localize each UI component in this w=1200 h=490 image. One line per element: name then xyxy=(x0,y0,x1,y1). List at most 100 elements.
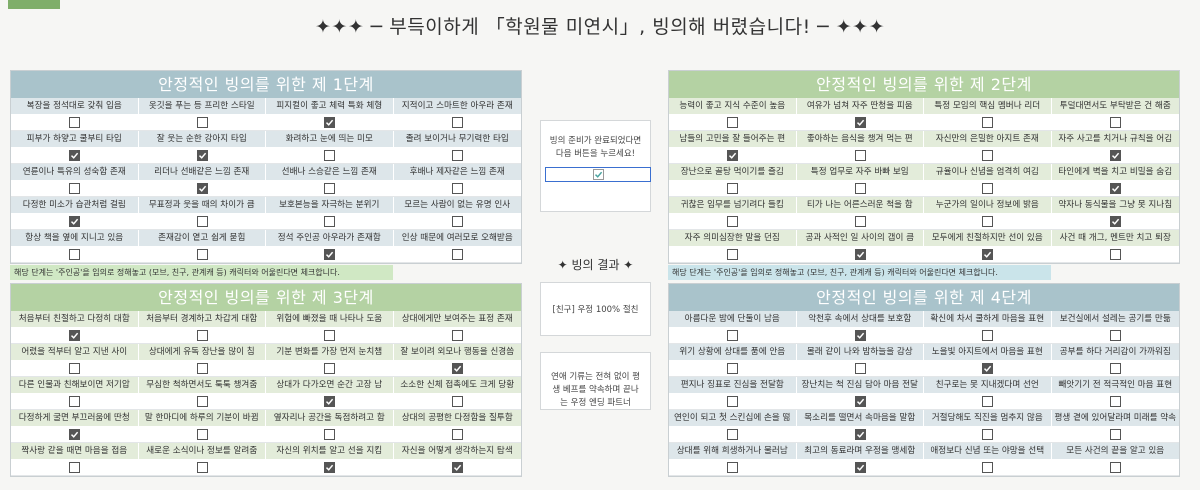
check-cell xyxy=(669,393,797,409)
checkbox[interactable] xyxy=(982,362,994,374)
checkbox[interactable] xyxy=(1109,248,1121,260)
checkbox[interactable] xyxy=(324,461,336,473)
checkbox[interactable] xyxy=(324,428,336,440)
checkbox[interactable] xyxy=(451,395,463,407)
check-cell xyxy=(139,393,267,409)
checkbox[interactable] xyxy=(727,215,739,227)
item-label: 리더나 선배같은 느낌 존재 xyxy=(138,164,266,180)
checkbox[interactable] xyxy=(727,149,739,161)
checkbox[interactable] xyxy=(196,116,208,128)
checkbox[interactable] xyxy=(982,329,994,341)
checkbox[interactable] xyxy=(854,149,866,161)
checkbox[interactable] xyxy=(1109,395,1121,407)
checkbox[interactable] xyxy=(196,149,208,161)
item-label: 새로운 소식이나 정보를 알려줌 xyxy=(138,443,266,459)
checkbox[interactable] xyxy=(451,215,463,227)
checkbox[interactable] xyxy=(196,215,208,227)
checkbox[interactable] xyxy=(854,428,866,440)
checkbox[interactable] xyxy=(324,116,336,128)
checkbox[interactable] xyxy=(1109,428,1121,440)
checkbox[interactable] xyxy=(451,362,463,374)
checkbox[interactable] xyxy=(727,461,739,473)
checkbox[interactable] xyxy=(727,362,739,374)
checkbox[interactable] xyxy=(727,428,739,440)
checkbox[interactable] xyxy=(854,362,866,374)
checkbox[interactable] xyxy=(69,149,81,161)
checkbox[interactable] xyxy=(1109,182,1121,194)
checkbox[interactable] xyxy=(324,248,336,260)
checkbox[interactable] xyxy=(854,182,866,194)
checkbox[interactable] xyxy=(451,149,463,161)
checkbox[interactable] xyxy=(1109,149,1121,161)
checkbox[interactable] xyxy=(196,428,208,440)
checkbox[interactable] xyxy=(727,248,739,260)
item-label: 평생 곁에 있어달라며 미래를 약속 xyxy=(1051,410,1179,426)
checkbox[interactable] xyxy=(69,329,81,341)
check-cell xyxy=(266,114,394,130)
checkbox[interactable] xyxy=(854,461,866,473)
checkbox[interactable] xyxy=(196,182,208,194)
item-label: 무심한 척하면서도 툭툭 챙겨줌 xyxy=(138,377,266,393)
checkbox[interactable] xyxy=(982,248,994,260)
check-cell xyxy=(669,180,797,196)
checkbox[interactable] xyxy=(69,428,81,440)
item-label: 거절당해도 직진을 멈추지 않음 xyxy=(924,410,1052,426)
item-label: 화려하고 눈에 띄는 미모 xyxy=(266,131,394,147)
checkbox[interactable] xyxy=(451,116,463,128)
checkbox[interactable] xyxy=(982,215,994,227)
checkbox[interactable] xyxy=(727,182,739,194)
checkbox[interactable] xyxy=(982,116,994,128)
checkbox[interactable] xyxy=(1109,461,1121,473)
checkbox[interactable] xyxy=(854,116,866,128)
checkbox[interactable] xyxy=(324,182,336,194)
check-cell xyxy=(394,459,522,475)
checkbox[interactable] xyxy=(196,329,208,341)
checkbox[interactable] xyxy=(451,329,463,341)
checkbox[interactable] xyxy=(196,395,208,407)
stage-note: 해당 단계는 '주인공'을 임의로 정해놓고 (모브, 친구, 관계캐 등) 캐… xyxy=(10,265,393,280)
item-label: 귀찮은 임무를 넘기려다 들킴 xyxy=(669,197,797,213)
checkbox[interactable] xyxy=(1109,215,1121,227)
checkbox[interactable] xyxy=(196,248,208,260)
checkbox[interactable] xyxy=(324,395,336,407)
checkbox[interactable] xyxy=(1109,362,1121,374)
label-row: 상대를 위해 희생하거나 물러남 최고의 동료라며 우정을 맹세함 애정보다 신념 … xyxy=(669,443,1179,459)
checkbox[interactable] xyxy=(196,461,208,473)
checkbox[interactable] xyxy=(1109,116,1121,128)
checkbox[interactable] xyxy=(1109,329,1121,341)
checkbox[interactable] xyxy=(324,215,336,227)
checkbox[interactable] xyxy=(727,329,739,341)
checkbox[interactable] xyxy=(69,395,81,407)
item-label: 모르는 사람이 없는 유명 인사 xyxy=(393,197,521,213)
checkbox[interactable] xyxy=(69,362,81,374)
checkbox[interactable] xyxy=(854,248,866,260)
checkbox[interactable] xyxy=(69,248,81,260)
checkbox[interactable] xyxy=(982,395,994,407)
checkbox[interactable] xyxy=(324,362,336,374)
checkbox[interactable] xyxy=(854,395,866,407)
checkbox[interactable] xyxy=(69,215,81,227)
checkbox[interactable] xyxy=(451,248,463,260)
checkbox[interactable] xyxy=(69,116,81,128)
checkbox[interactable] xyxy=(854,329,866,341)
checkbox[interactable] xyxy=(854,215,866,227)
ready-checkbox[interactable] xyxy=(592,169,604,180)
checkbox[interactable] xyxy=(982,461,994,473)
checkbox[interactable] xyxy=(982,428,994,440)
checkbox[interactable] xyxy=(451,182,463,194)
checkbox[interactable] xyxy=(727,116,739,128)
check-cell xyxy=(797,393,925,409)
checkbox[interactable] xyxy=(324,329,336,341)
checkbox[interactable] xyxy=(727,395,739,407)
checkbox[interactable] xyxy=(451,461,463,473)
checkbox[interactable] xyxy=(69,461,81,473)
checkbox[interactable] xyxy=(196,362,208,374)
ready-button[interactable] xyxy=(545,167,651,182)
checkbox[interactable] xyxy=(324,149,336,161)
checkbox[interactable] xyxy=(982,149,994,161)
checkbox[interactable] xyxy=(69,182,81,194)
check-row xyxy=(669,114,1179,131)
checkbox[interactable] xyxy=(451,428,463,440)
checkbox[interactable] xyxy=(982,182,994,194)
